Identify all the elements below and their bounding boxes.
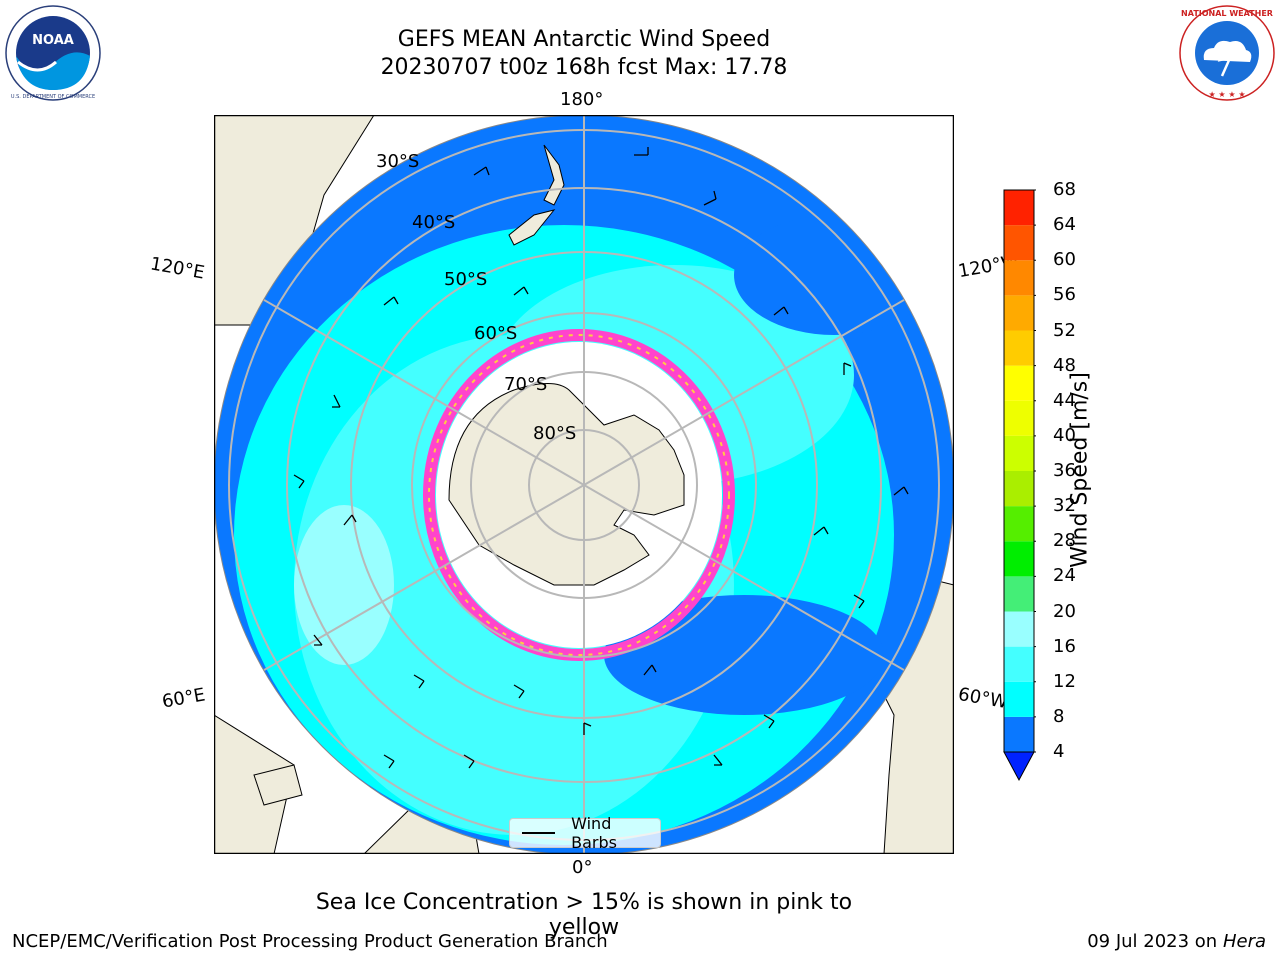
- colorbar-segment: [1004, 435, 1034, 471]
- forecast-subtitle: 20230707 t00z 168h fcst Max: 17.78: [380, 55, 788, 80]
- antarctica-land: [448, 383, 685, 586]
- colorbar-tick-label: 68: [1053, 179, 1076, 200]
- colorbar-tick-label: 48: [1053, 354, 1076, 376]
- lat-label-70s: 70°S: [504, 374, 548, 395]
- colorbar-segment: [1004, 506, 1034, 542]
- lon-label-60e: 60°E: [160, 684, 207, 713]
- sea-ice-note: Sea Ice Concentration > 15% is shown in …: [315, 890, 853, 940]
- colorbar-segment: [1004, 646, 1034, 682]
- svg-text:★ ★ ★ ★: ★ ★ ★ ★: [1208, 90, 1245, 99]
- generation-date: 09 Jul 2023 on Hera: [1087, 931, 1266, 952]
- colorbar-tick-label: 44: [1053, 389, 1076, 411]
- wind-speed-colorbar: [1003, 189, 1036, 782]
- new-zealand-south: [508, 209, 556, 246]
- map-title: GEFS MEAN Antarctic Wind Speed: [397, 27, 771, 52]
- colorbar-tick-label: 8: [1053, 705, 1065, 727]
- colorbar-segment: [1004, 295, 1034, 331]
- colorbar-segment: [1004, 576, 1034, 612]
- colorbar-segment: [1004, 225, 1034, 261]
- legend-label: Wind Barbs: [571, 814, 617, 852]
- host-name: Hera: [1222, 931, 1266, 952]
- lat-label-50s: 50°S: [444, 269, 488, 290]
- noaa-logo: NOAA U.S. DEPARTMENT OF COMMERCE: [5, 5, 101, 101]
- colorbar-tick-label: 12: [1053, 670, 1076, 692]
- colorbar-segment: [1004, 260, 1034, 296]
- colorbar-tick-label: 16: [1053, 635, 1076, 657]
- svg-text:NOAA: NOAA: [32, 33, 74, 48]
- lat-label-40s: 40°S: [412, 212, 456, 233]
- colorbar-tick-label: 64: [1053, 214, 1076, 236]
- colorbar-segment: [1004, 365, 1034, 401]
- polar-map: [214, 115, 954, 854]
- colorbar-segment: [1004, 330, 1034, 366]
- colorbar-tick-label: 52: [1053, 319, 1076, 341]
- colorbar-segment: [1004, 190, 1034, 226]
- svg-text:NATIONAL WEATHER: NATIONAL WEATHER: [1181, 9, 1273, 18]
- colorbar-tick-label: 24: [1053, 565, 1076, 587]
- nws-logo: NATIONAL WEATHER ★ ★ ★ ★: [1179, 5, 1275, 101]
- date-text: 09 Jul 2023 on: [1087, 931, 1218, 952]
- colorbar-under-arrow: [1003, 751, 1035, 782]
- lat-label-60s: 60°S: [474, 323, 518, 344]
- lon-label-120e: 120°E: [148, 253, 207, 284]
- colorbar-tick-label: 36: [1053, 460, 1076, 481]
- lat-label-80s: 80°S: [533, 423, 577, 444]
- legend-line-swatch: [522, 832, 556, 834]
- colorbar-tick-label: 28: [1053, 530, 1076, 552]
- sea-ice-edge-yellow: [428, 334, 730, 656]
- colorbar-tick-label: 20: [1053, 600, 1076, 622]
- colorbar-segment: [1004, 611, 1034, 647]
- colorbar-tick-label: 40: [1053, 424, 1076, 446]
- madagascar-island: [253, 764, 303, 806]
- branch-credit: NCEP/EMC/Verification Post Processing Pr…: [12, 931, 608, 952]
- colorbar-tick-label: 32: [1053, 495, 1076, 517]
- lon-label-180: 180°: [560, 89, 604, 110]
- colorbar-segment: [1004, 681, 1034, 717]
- lat-label-30s: 30°S: [376, 151, 420, 172]
- colorbar-segment: [1004, 541, 1034, 577]
- wind-barbs-legend: Wind Barbs: [509, 814, 661, 852]
- colorbar-segment: [1004, 400, 1034, 436]
- colorbar-tick-label: 60: [1053, 249, 1076, 271]
- wind-band-16-20: [294, 505, 394, 665]
- colorbar-segment: [1004, 471, 1034, 507]
- colorbar-label: Wind Speed [m/s]: [1067, 372, 1093, 568]
- wind-barbs: [293, 147, 909, 769]
- lon-label-0: 0°: [572, 857, 593, 878]
- africa-land: [214, 714, 295, 854]
- colorbar-tick-label: 56: [1053, 284, 1076, 306]
- colorbar-segment: [1004, 716, 1034, 752]
- colorbar-tick-label: 4: [1053, 741, 1065, 762]
- map-frame-border: [214, 115, 954, 854]
- svg-text:U.S. DEPARTMENT OF COMMERCE: U.S. DEPARTMENT OF COMMERCE: [11, 94, 95, 100]
